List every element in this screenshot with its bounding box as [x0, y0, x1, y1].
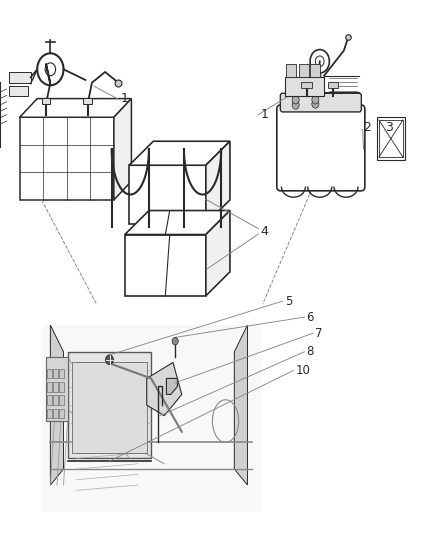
Polygon shape: [114, 99, 131, 200]
Circle shape: [106, 355, 113, 365]
Text: 7: 7: [315, 327, 323, 340]
Polygon shape: [234, 325, 247, 485]
Bar: [377, 117, 405, 160]
Polygon shape: [20, 117, 114, 200]
Polygon shape: [50, 325, 64, 485]
Bar: [72, 362, 147, 453]
Bar: [379, 120, 403, 157]
Text: 1: 1: [261, 108, 268, 121]
Bar: [68, 352, 151, 458]
Bar: [59, 382, 64, 392]
Polygon shape: [125, 211, 230, 235]
Bar: [42, 325, 261, 512]
Circle shape: [292, 95, 299, 104]
Bar: [47, 369, 52, 378]
Text: 8: 8: [307, 345, 314, 358]
FancyBboxPatch shape: [277, 105, 365, 191]
Circle shape: [312, 95, 319, 104]
Polygon shape: [125, 235, 206, 296]
Bar: [42, 98, 50, 104]
Text: 6: 6: [307, 311, 314, 324]
Bar: [47, 382, 52, 392]
Bar: [53, 382, 58, 392]
Bar: [285, 77, 324, 96]
Polygon shape: [129, 165, 206, 224]
Bar: [83, 98, 92, 104]
Bar: [9, 72, 31, 83]
Bar: [47, 395, 52, 405]
Circle shape: [312, 100, 319, 108]
Bar: [47, 409, 52, 418]
Text: 10: 10: [296, 364, 311, 377]
Polygon shape: [206, 141, 230, 224]
Bar: [59, 409, 64, 418]
Bar: [9, 86, 28, 96]
Bar: [328, 82, 338, 88]
Text: 1: 1: [120, 92, 128, 105]
Circle shape: [172, 337, 178, 345]
Bar: [310, 64, 320, 77]
Bar: [46, 357, 68, 421]
FancyBboxPatch shape: [280, 93, 361, 112]
Bar: [53, 395, 58, 405]
Bar: [53, 369, 58, 378]
Polygon shape: [129, 141, 230, 165]
Circle shape: [292, 101, 299, 109]
Bar: [286, 64, 296, 77]
Text: 2: 2: [364, 122, 371, 134]
Polygon shape: [206, 211, 230, 296]
Polygon shape: [20, 99, 131, 117]
Bar: [53, 409, 58, 418]
Bar: [59, 395, 64, 405]
Text: 3: 3: [385, 122, 393, 134]
Bar: [299, 64, 309, 77]
Bar: [59, 369, 64, 378]
Text: 4: 4: [261, 225, 268, 238]
Text: 5: 5: [285, 295, 292, 308]
Bar: [301, 82, 312, 88]
Polygon shape: [166, 378, 177, 394]
Polygon shape: [147, 362, 182, 416]
